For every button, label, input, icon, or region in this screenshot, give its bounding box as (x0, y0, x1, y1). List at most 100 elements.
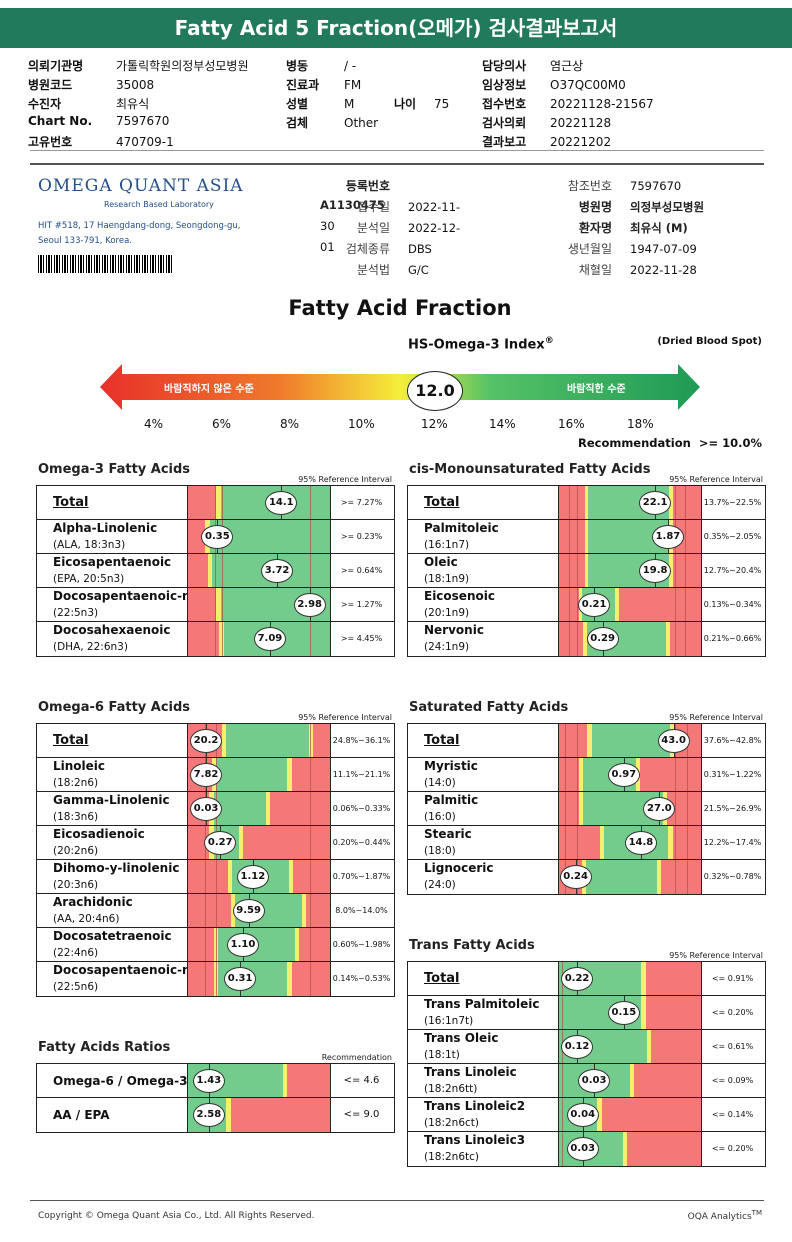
field-label: 생년월일 (567, 242, 612, 256)
lab-left-fields: 등록번호 A1130475 접수일 2022-11-30 분석일 2022-12-01… (320, 175, 470, 280)
bar-segment (291, 758, 330, 791)
range-bar: 1.12 (187, 860, 331, 893)
value-bubble: 1.43 (192, 1064, 225, 1097)
field-label: 참조번호 (567, 179, 612, 193)
ref-interval-label: 95% Reference Interval (669, 713, 763, 722)
tick-label: 4% (144, 417, 164, 431)
field-value: 470709-1 (116, 135, 174, 149)
reference-range: 0.20%~0.44% (332, 838, 391, 847)
row-name: Total (53, 733, 89, 748)
bar-guide-line (205, 860, 207, 893)
bar-guide-line (577, 554, 579, 587)
range-bar: 0.97 (558, 758, 702, 791)
field-value: 최유식 (116, 97, 150, 111)
bar-guide-line (310, 724, 312, 757)
tick-label: 6% (212, 417, 232, 431)
bar-guide-line (310, 486, 312, 519)
bar-segment (216, 486, 223, 519)
value-bubble: 2.58 (192, 1098, 225, 1132)
field-label: 고유번호 (28, 135, 73, 149)
reference-range: 0.31%~1.22% (703, 770, 762, 779)
bar-segment (283, 1064, 289, 1097)
range-bar: 3.72 (187, 554, 331, 587)
row-subtitle: (18:0) (424, 845, 456, 857)
value-bubble: 0.03 (578, 1064, 611, 1097)
reference-range: <= 0.14% (711, 1110, 754, 1119)
lab-sub: Research Based Laboratory (104, 200, 214, 209)
bar-segment (673, 486, 701, 519)
bar-guide-line (310, 826, 312, 859)
reference-range: 12.7%~20.4% (703, 566, 762, 575)
field-label: 결과보고 (482, 135, 527, 149)
row-name: Palmitoleic (424, 521, 499, 535)
value-bubble: 0.12 (561, 1030, 594, 1063)
value-bubble: 0.31 (224, 962, 257, 996)
value-bubble: 0.03 (190, 792, 223, 825)
row-name: Total (424, 971, 460, 986)
field-label: 접수일 (356, 200, 390, 214)
bar-guide-line (675, 622, 677, 656)
range-bar: 0.31 (187, 962, 331, 996)
table-row: Total 14.1 >= 7.27% (37, 486, 394, 520)
row-name: Trans Linoleic3 (424, 1133, 526, 1147)
bar-segment (188, 588, 218, 621)
bar-segment (288, 860, 294, 893)
table-row: AA / EPA 2.58 <= 9.0 (37, 1098, 394, 1132)
range-bar: 0.29 (558, 622, 702, 656)
value-bubble: 3.72 (261, 554, 294, 587)
field-label: 채혈일 (578, 263, 612, 277)
recommendation: Recommendation >= 10.0% (577, 436, 762, 450)
field-value: 최유식 (M) (630, 221, 688, 235)
table-row: Docosahexaenoic (DHA, 22:6n3) 7.09 >= 4.45% (37, 622, 394, 656)
ref-interval-label: 95% Reference Interval (298, 713, 392, 722)
report-title: Fatty Acid 5 Fraction(오메가) 검사결과보고서 (0, 8, 792, 48)
bar-segment (597, 1098, 603, 1131)
bar-segment (645, 996, 701, 1029)
bar-segment (583, 622, 588, 656)
value-bubble: 0.35 (201, 520, 234, 553)
value-bubble: 0.22 (561, 962, 594, 995)
bar-guide-line (675, 554, 677, 587)
brand-mark: OQA AnalyticsTM (688, 1209, 762, 1222)
bar-segment (188, 622, 220, 656)
bar-segment (308, 724, 314, 757)
row-name: Docosahexaenoic (53, 623, 171, 637)
bar-segment (585, 860, 658, 894)
value-bubble: 1.12 (236, 860, 269, 893)
good-level-label: 바람직한 수준 (567, 384, 626, 395)
bar-segment (188, 860, 229, 893)
range-bar: 7.82 (187, 758, 331, 791)
row-subtitle: (18:3n6) (53, 811, 99, 823)
field-value: 20221128 (550, 116, 612, 130)
row-subtitle: (18:2n6tt) (424, 1083, 478, 1095)
field-value: 2022-11-28 (630, 263, 697, 277)
bar-guide-line (685, 588, 687, 621)
index-arrow-icon (100, 364, 700, 410)
bar-guide-line (561, 1132, 563, 1166)
reference-range: <= 0.91% (711, 974, 754, 983)
copyright: Copyright © Omega Quant Asia Co., Ltd. A… (38, 1211, 315, 1221)
table-row: Total 0.22 <= 0.91% (408, 962, 765, 996)
row-subtitle: (18:2n6ct) (424, 1117, 479, 1129)
row-name: Trans Linoleic (424, 1065, 517, 1079)
bar-guide-line (686, 792, 688, 825)
bar-guide-line (222, 622, 224, 656)
row-name: Docosapentaenoic-n6 (53, 963, 199, 977)
patient-col1: 의뢰기관명 가톨릭학원의정부성모병원 병원코드 35008 수진자 최유식 Chart… (28, 57, 248, 152)
row-name: Palmitic (424, 793, 479, 807)
field-label: 접수번호 (482, 97, 527, 111)
value-bubble: 2.98 (293, 588, 326, 621)
brand-text: OQA Analytics (687, 1212, 752, 1222)
range-bar: 0.03 (187, 792, 331, 825)
row-name: Linoleic (53, 759, 106, 773)
range-bar: 0.03 (558, 1132, 702, 1166)
table-row: Trans Palmitoleic (16:1n7t) 0.15 <= 0.20% (408, 996, 765, 1030)
value-bubble: 27.0 (643, 792, 676, 825)
value-bubble: 0.03 (566, 1132, 599, 1166)
omega3-table: Total 14.1 >= 7.27% Alpha-Linolenic (ALA, 18… (36, 485, 395, 657)
bar-guide-line (685, 622, 687, 656)
field-label: 진료과 (286, 78, 320, 92)
field-value: 2022-12-01 (320, 221, 461, 254)
range-bar: 43.0 (558, 724, 702, 757)
reference-range: 24.8%~36.1% (332, 736, 391, 745)
